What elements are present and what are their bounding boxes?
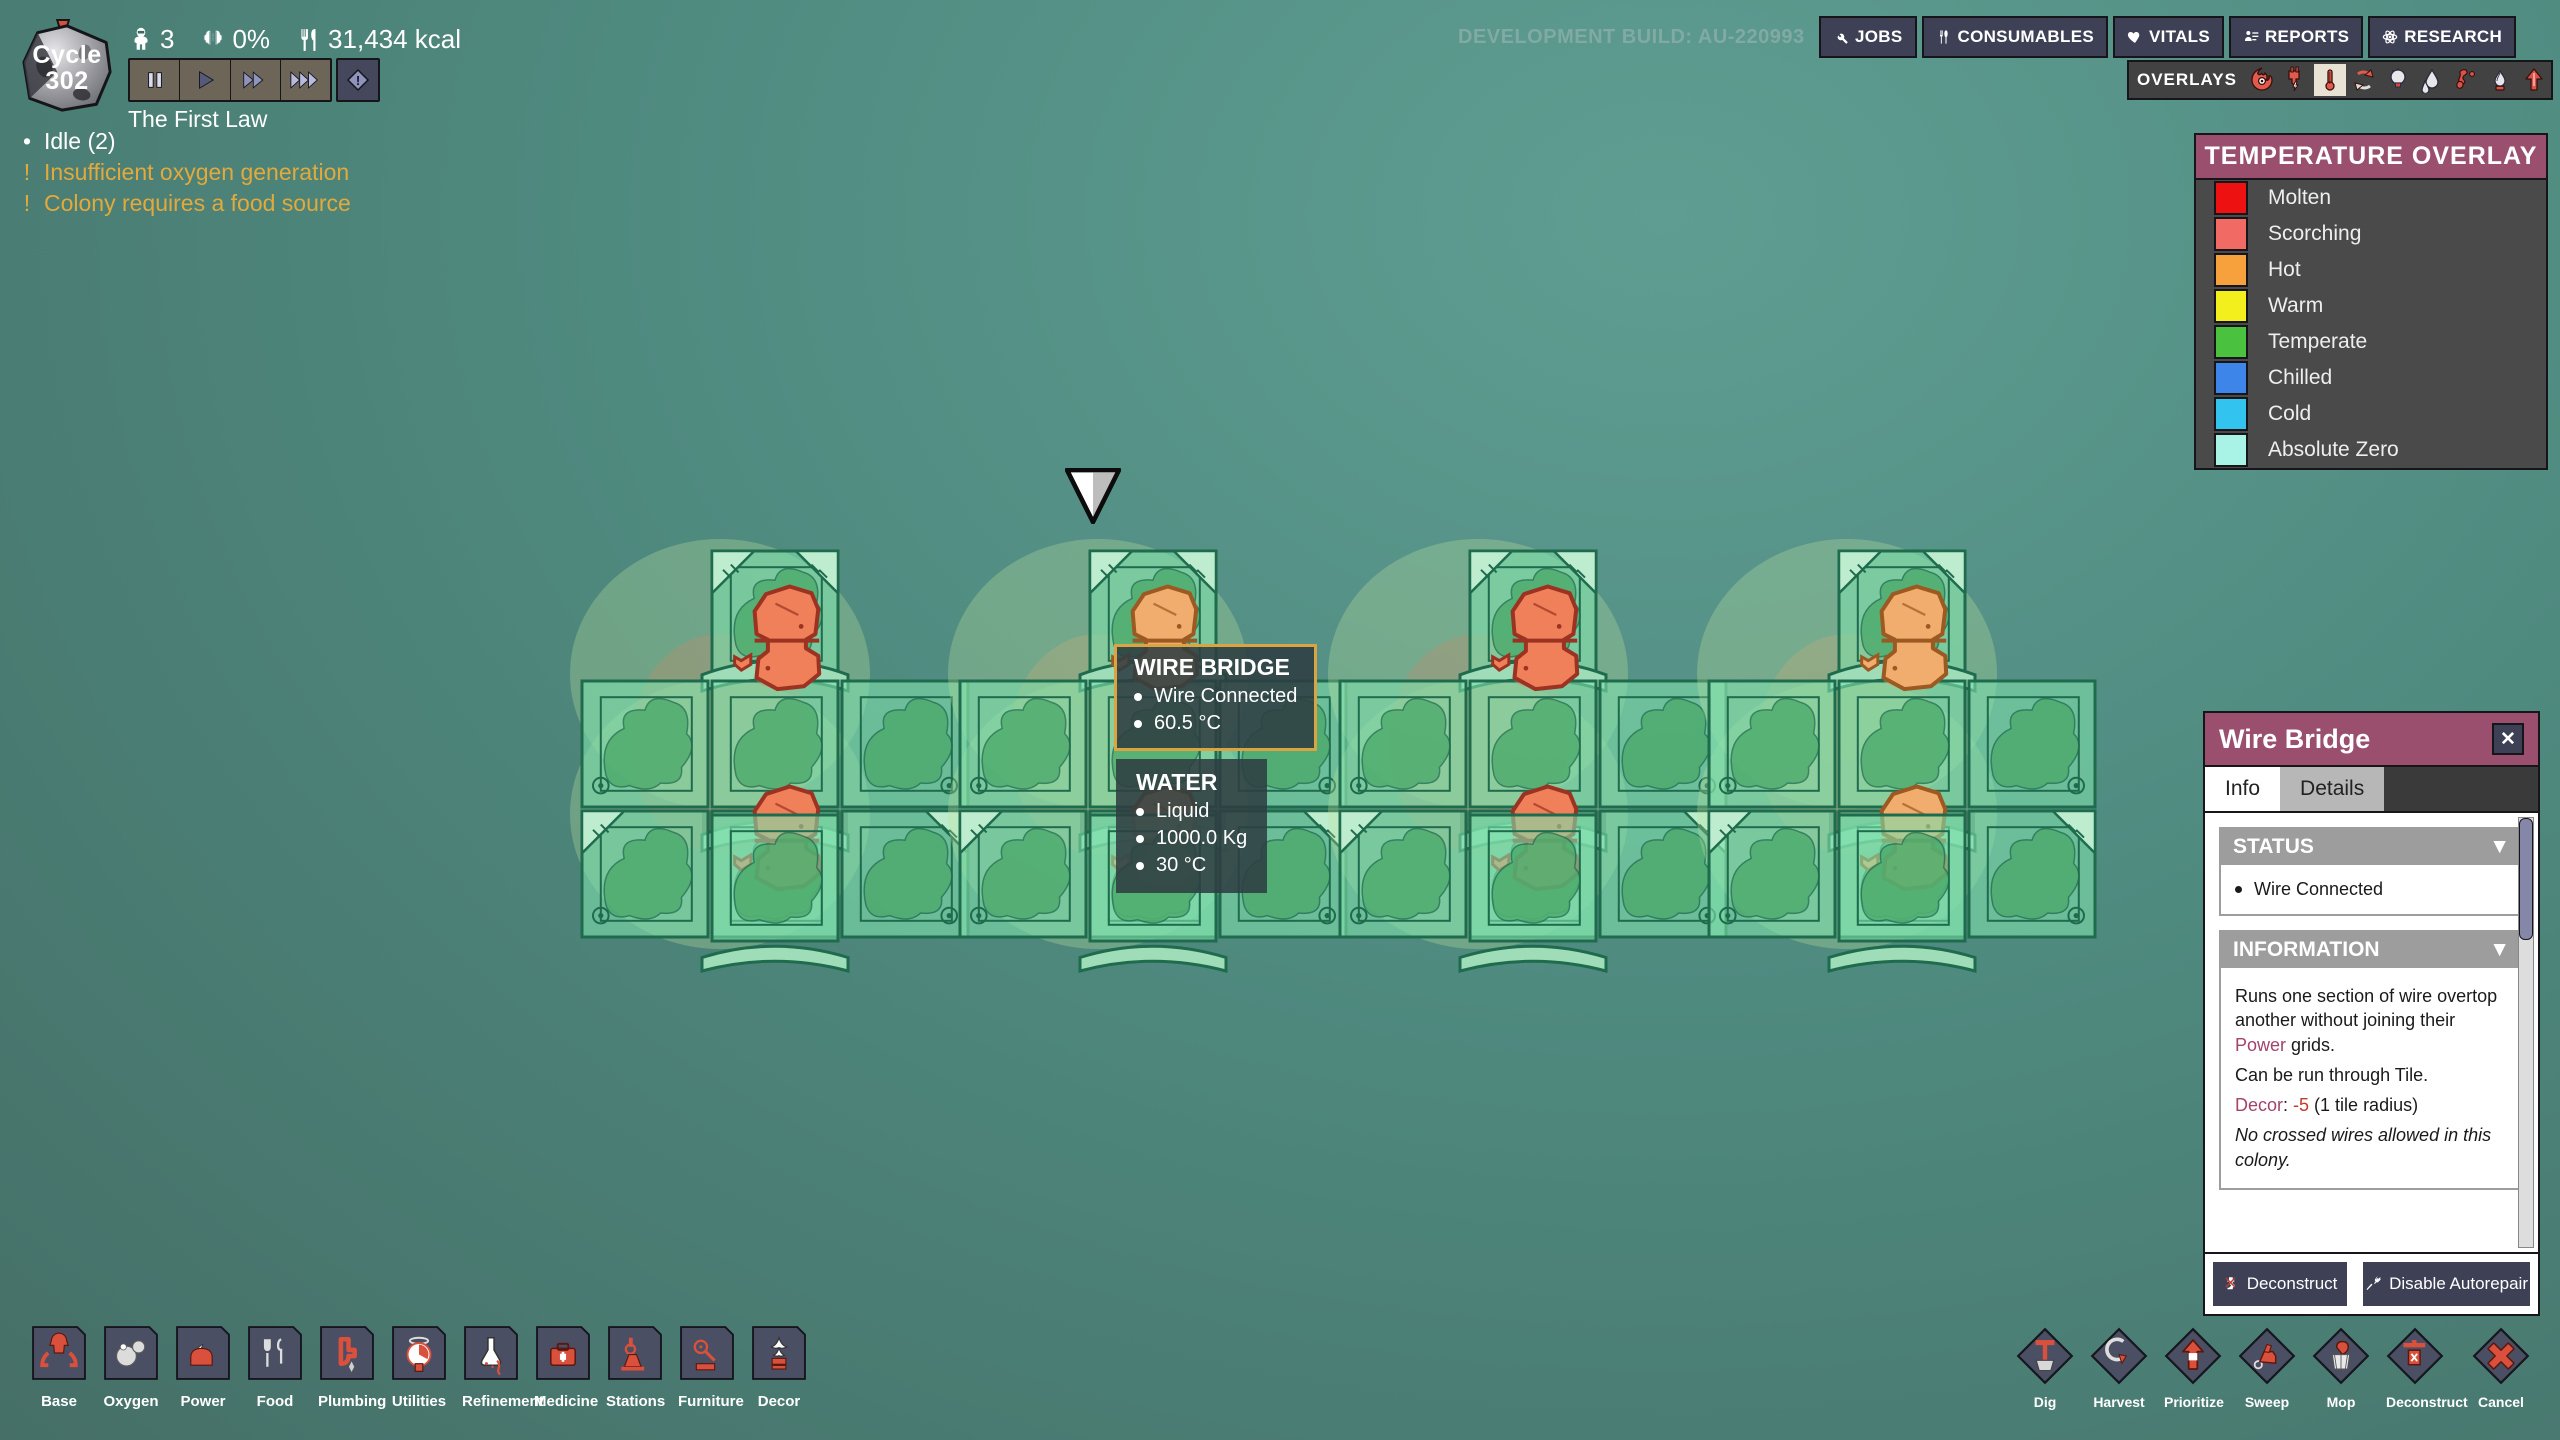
svg-text:!: ! xyxy=(356,73,360,88)
